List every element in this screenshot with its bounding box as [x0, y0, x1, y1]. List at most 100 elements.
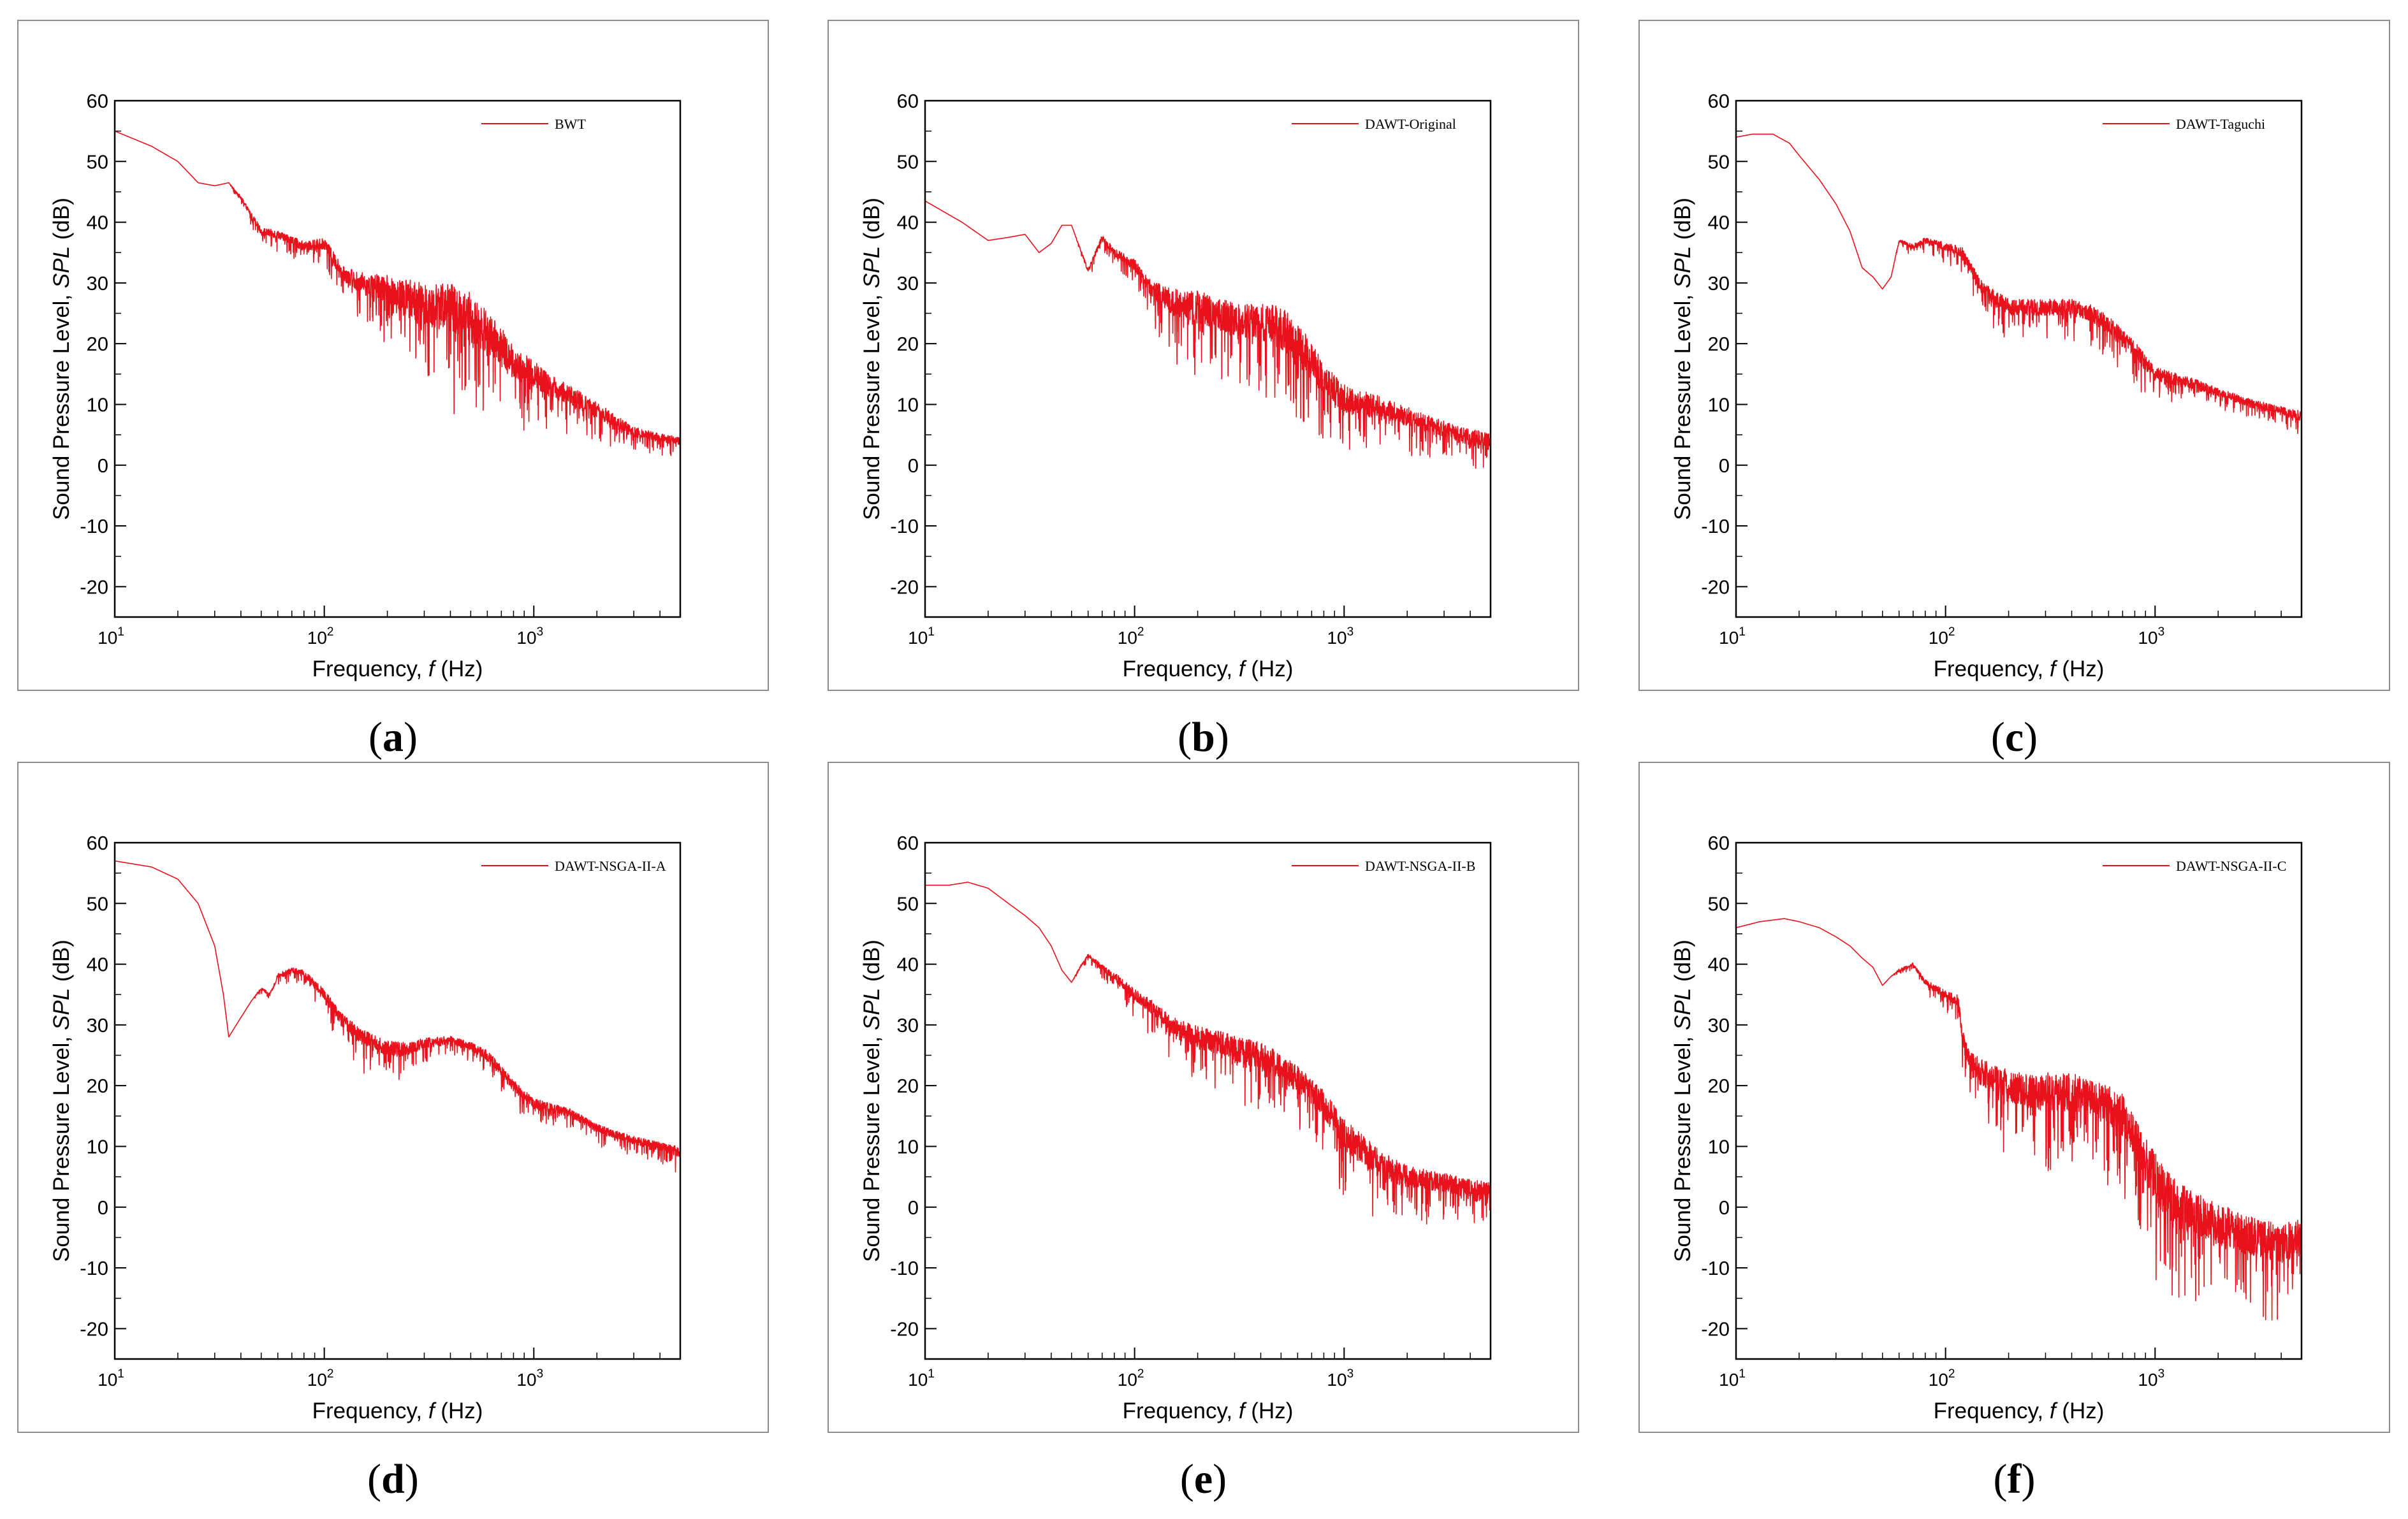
y-tick-label: 50 [897, 892, 919, 915]
caption-letter: a [383, 714, 404, 760]
y-tick-label: 50 [1708, 892, 1730, 915]
x-tick-exponent: 1 [117, 1367, 124, 1381]
caption-letter: c [2005, 714, 2024, 760]
y-tick-label: 20 [897, 333, 919, 355]
y-tick-label: 40 [87, 954, 108, 976]
x-axis-label: Frequency, f (Hz) [1934, 657, 2105, 681]
y-tick-label: 10 [1708, 393, 1730, 416]
y-axis-label: Sound Pressure Level, SPL (dB) [859, 198, 884, 520]
x-tick-exponent: 3 [537, 625, 544, 639]
y-tick-label: -20 [80, 576, 108, 598]
x-tick-base: 10 [1719, 1370, 1739, 1390]
y-axis-label: Sound Pressure Level, SPL (dB) [1670, 940, 1695, 1262]
caption-close-paren: ) [404, 714, 418, 760]
x-tick-exponent: 3 [2158, 625, 2165, 639]
caption-open-paren: ( [1994, 1456, 2008, 1502]
y-axis-label-unit: (dB) [49, 940, 74, 988]
x-tick-exponent: 2 [1137, 1367, 1144, 1381]
y-tick-label: 30 [1708, 1014, 1730, 1036]
y-axis-label-var: SPL [859, 246, 884, 288]
x-tick-label: 102 [1118, 1367, 1144, 1390]
y-tick-label: -20 [1701, 576, 1730, 598]
y-tick-label: -10 [80, 1257, 108, 1279]
panel-caption: (f) [1994, 1456, 2036, 1502]
x-tick-exponent: 1 [1739, 1367, 1746, 1381]
y-tick-label: 60 [87, 832, 108, 854]
plot-area-border [1735, 99, 2303, 618]
x-axis-label-text: Frequency, [312, 1399, 428, 1423]
y-tick-label: -20 [1701, 1318, 1730, 1340]
y-axis-label-var: SPL [1670, 988, 1695, 1030]
y-tick-label: 60 [1708, 90, 1730, 112]
x-axis-label: Frequency, f (Hz) [312, 657, 483, 681]
y-tick-label: -20 [890, 576, 919, 598]
legend-label: BWT [555, 116, 586, 132]
y-tick-label: -10 [1701, 515, 1730, 537]
y-tick-label: 20 [1708, 1075, 1730, 1097]
y-tick-label: -10 [80, 515, 108, 537]
x-tick-base: 10 [98, 628, 117, 648]
y-tick-label: 0 [98, 1196, 108, 1219]
y-axis-label-unit: (dB) [1670, 940, 1695, 988]
x-axis-label-text: Frequency, [1123, 657, 1239, 681]
caption-close-paren: ) [1213, 1456, 1227, 1502]
x-tick-label: 101 [908, 625, 935, 648]
plot-area-border [1735, 841, 2303, 1360]
y-tick-label: 0 [1719, 454, 1730, 477]
x-axis-label-unit: (Hz) [2056, 657, 2105, 681]
x-tick-exponent: 2 [1137, 625, 1144, 639]
x-tick-label: 101 [1719, 1367, 1746, 1390]
caption-letter: d [381, 1456, 405, 1502]
y-tick-label: 30 [897, 1014, 919, 1036]
x-axis-label: Frequency, f (Hz) [312, 1399, 483, 1423]
caption-close-paren: ) [2021, 1456, 2035, 1502]
x-tick-label: 103 [1327, 1367, 1354, 1390]
y-tick-label: 50 [1708, 150, 1730, 173]
x-tick-exponent: 2 [327, 1367, 334, 1381]
y-axis-label-text: Sound Pressure Level, [859, 1030, 884, 1262]
y-tick-label: -20 [890, 1318, 919, 1340]
x-tick-base: 10 [2138, 628, 2157, 648]
y-axis-label: Sound Pressure Level, SPL (dB) [49, 940, 74, 1262]
y-axis-label-var: SPL [49, 988, 74, 1030]
panel-frame [828, 20, 1579, 691]
x-tick-base: 10 [1929, 628, 1948, 648]
y-tick-label: 50 [897, 150, 919, 173]
y-tick-label: 20 [87, 333, 108, 355]
y-tick-label: 20 [87, 1075, 108, 1097]
y-tick-label: 20 [1708, 333, 1730, 355]
x-tick-label: 103 [1327, 625, 1354, 648]
spl-series-line [1735, 133, 2302, 434]
y-tick-label: 60 [897, 832, 919, 854]
spl-series-line [924, 200, 1491, 469]
panel-frame [17, 20, 769, 691]
x-tick-base: 10 [516, 1370, 536, 1390]
y-tick-label: 30 [897, 272, 919, 294]
panel-caption: (b) [1178, 714, 1229, 760]
x-axis-label: Frequency, f (Hz) [1934, 1399, 2105, 1423]
x-axis-label-text: Frequency, [312, 657, 428, 681]
y-axis-label: Sound Pressure Level, SPL (dB) [49, 198, 74, 520]
x-tick-label: 102 [307, 1367, 334, 1390]
panel-frame [1638, 762, 2390, 1433]
y-tick-label: 40 [1708, 212, 1730, 234]
legend-label: DAWT-NSGA-II-A [555, 858, 666, 874]
caption-open-paren: ( [1180, 1456, 1194, 1502]
x-axis-label-unit: (Hz) [1245, 1399, 1294, 1423]
panel-caption: (c) [1991, 714, 2038, 760]
x-tick-base: 10 [307, 628, 327, 648]
x-tick-label: 103 [2138, 1367, 2164, 1390]
y-tick-label: 40 [87, 212, 108, 234]
x-tick-label: 102 [1118, 625, 1144, 648]
plot-area-border [924, 841, 1492, 1360]
y-tick-label: 0 [1719, 1196, 1730, 1219]
spl-series-line [114, 130, 681, 456]
x-axis-label-unit: (Hz) [2056, 1399, 2105, 1423]
x-axis-label: Frequency, f (Hz) [1123, 657, 1294, 681]
panel-frame [828, 762, 1579, 1433]
x-tick-base: 10 [1327, 628, 1346, 648]
spl-series-line [924, 882, 1491, 1225]
panel-frame [17, 762, 769, 1433]
